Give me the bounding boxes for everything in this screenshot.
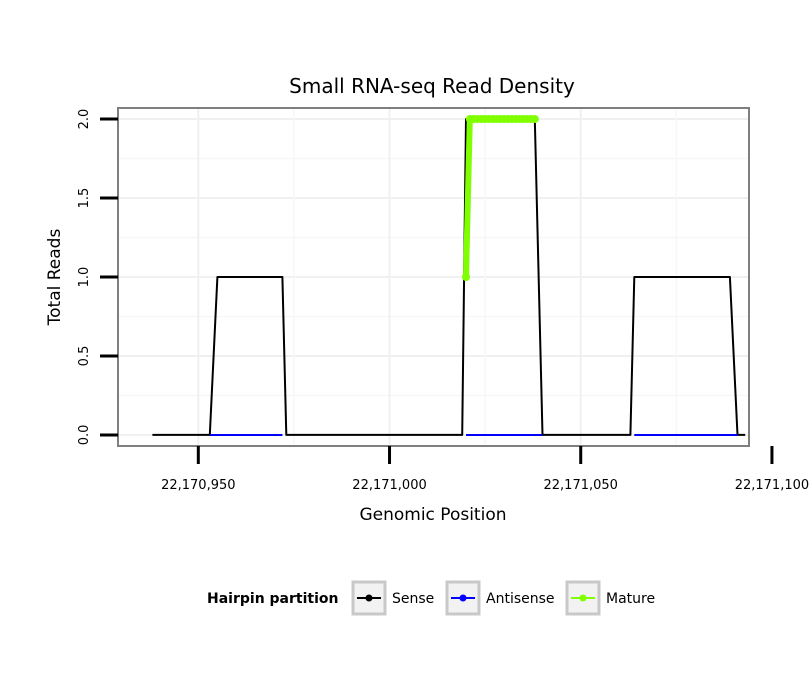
data-point bbox=[462, 273, 471, 281]
y-tick-label: 0.0 bbox=[77, 425, 92, 446]
legend-key-point bbox=[365, 594, 373, 602]
y-tick-label: 1.0 bbox=[77, 267, 92, 288]
legend-label: Sense bbox=[392, 591, 434, 607]
y-tick-label: 1.5 bbox=[77, 188, 92, 209]
x-axis-title: Genomic Position bbox=[359, 505, 506, 525]
y-tick-label: 2.0 bbox=[77, 109, 92, 130]
x-tick-label: 22,171,000 bbox=[352, 478, 426, 493]
legend-key-point bbox=[579, 594, 587, 602]
legend-item-mature: Mature bbox=[565, 580, 655, 616]
legend-label: Antisense bbox=[486, 591, 555, 607]
legend: Hairpin partition Sense Antisense Mature bbox=[207, 580, 655, 616]
chart-title: Small RNA-seq Read Density bbox=[289, 74, 575, 98]
y-axis-title: Total Reads bbox=[45, 229, 65, 327]
x-tick-label: 22,170,950 bbox=[161, 478, 235, 493]
y-axis: 0.0 0.5 1.0 1.5 2.0 bbox=[77, 109, 118, 446]
series-layer bbox=[152, 115, 746, 436]
data-point bbox=[530, 115, 539, 124]
legend-key-point bbox=[459, 594, 467, 602]
legend-item-sense: Sense bbox=[351, 580, 434, 616]
x-tick-label: 22,171,050 bbox=[544, 478, 618, 493]
series-mature bbox=[462, 115, 539, 281]
legend-label: Mature bbox=[606, 591, 655, 607]
x-axis: 22,170,950 22,171,000 22,171,050 22,171,100 bbox=[161, 446, 809, 493]
legend-title: Hairpin partition bbox=[207, 591, 338, 607]
y-tick-label: 0.5 bbox=[77, 346, 92, 367]
x-tick-label: 22,171,100 bbox=[735, 478, 809, 493]
legend-item-antisense: Antisense bbox=[445, 580, 555, 616]
